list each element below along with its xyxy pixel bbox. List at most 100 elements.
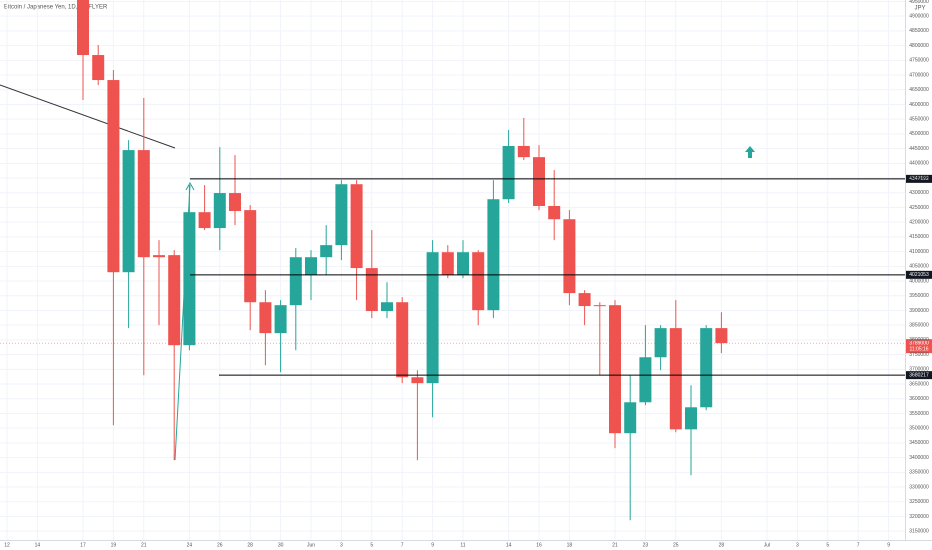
candle-body [593, 305, 606, 307]
candle-body [639, 357, 652, 403]
y-tick-label: 4650000 [909, 87, 929, 93]
candle-body [426, 252, 439, 384]
x-tick-label: 18 [567, 542, 573, 548]
x-tick-label: 25 [673, 542, 679, 548]
candle-body [700, 328, 713, 408]
candle-body [213, 193, 226, 229]
x-tick-label: 3 [340, 542, 343, 548]
x-tick-label: 11 [460, 542, 465, 548]
candle-body [259, 302, 272, 334]
level-tag [906, 174, 932, 183]
candle-body [229, 193, 241, 211]
y-tick-label: 3900000 [909, 308, 929, 314]
candle-body [548, 205, 561, 220]
candle-body [335, 184, 348, 246]
x-tick-label: 24 [187, 542, 193, 548]
currency-label: JPY [914, 6, 925, 12]
y-tick-label: 3650000 [909, 381, 929, 387]
y-tick-label: 3450000 [909, 440, 929, 446]
y-tick-label: 4500000 [909, 131, 929, 137]
x-tick-label: 28 [247, 542, 253, 548]
level-tag [906, 371, 932, 380]
y-tick-label: 3200000 [909, 514, 929, 520]
chart-title: Bitcoin / Japanese Yen, 1D, BITFLYER [4, 5, 108, 11]
candle-body [168, 255, 181, 346]
y-tick-label: 4700000 [909, 72, 929, 78]
candle-body [472, 252, 485, 311]
y-tick-label: 3250000 [909, 499, 929, 505]
level-label: 4347192 [909, 176, 929, 182]
y-tick-label: 3150000 [909, 528, 929, 534]
candle-body [578, 293, 591, 307]
x-tick-label: 21 [141, 542, 147, 548]
candle-body [533, 157, 545, 206]
candles [77, 0, 728, 521]
candle-body [320, 245, 333, 258]
y-tick-label: 4450000 [909, 146, 929, 152]
last-price-tag [906, 339, 932, 354]
x-tick-label: 9 [431, 542, 434, 548]
y-tick-label: 4750000 [909, 58, 929, 64]
candle-body [609, 305, 621, 434]
grid [0, 0, 905, 540]
candle-body [107, 80, 120, 273]
y-tick-label: 4950000 [909, 0, 929, 5]
y-tick-label: 4350000 [909, 175, 929, 181]
y-tick-label: 4800000 [909, 43, 929, 49]
x-tick-label: 30 [278, 542, 284, 548]
candle-body [305, 257, 317, 276]
candle-body [457, 252, 469, 276]
y-tick-label: 3550000 [909, 411, 929, 417]
candle-body [153, 255, 165, 258]
x-tick-label: 21 [612, 542, 618, 548]
y-tick-label: 3300000 [909, 484, 929, 490]
x-tick-label: 23 [643, 542, 649, 548]
candle-body [92, 55, 105, 81]
candle-body [624, 402, 637, 434]
y-tick-label: 3850000 [909, 323, 929, 329]
y-tick-label: 3700000 [909, 367, 929, 373]
candle-body [396, 302, 409, 378]
y-tick-label: 4150000 [909, 234, 929, 240]
candle-body [137, 150, 150, 258]
y-tick-label: 3800000 [909, 337, 929, 343]
y-tick-label: 3600000 [909, 396, 929, 402]
y-tick-label: 4400000 [909, 161, 929, 167]
candle-body [122, 150, 135, 273]
x-tick-label: 14 [35, 542, 41, 548]
x-tick-label: 28 [719, 542, 725, 548]
x-tick-label: 7 [401, 542, 404, 548]
candle-body [411, 377, 424, 384]
y-tick-label: 4300000 [909, 190, 929, 196]
y-tick-label: 4550000 [909, 117, 929, 123]
x-tick-label: 12 [4, 542, 10, 548]
x-tick-label: Jul [764, 542, 770, 548]
x-tick-label: 9 [887, 542, 890, 548]
y-tick-label: 4850000 [909, 28, 929, 34]
y-tick-label: 4200000 [909, 220, 929, 226]
candle-body [715, 328, 728, 344]
candle-body [441, 252, 454, 276]
up-arrow [745, 146, 755, 158]
candle-body [365, 268, 378, 312]
candle-body [381, 302, 393, 312]
level-label: 4021053 [909, 272, 929, 278]
trend-line [0, 84, 176, 149]
x-tick-label: 5 [826, 542, 829, 548]
x-tick-label: 5 [370, 542, 373, 548]
y-tick-label: 4250000 [909, 205, 929, 211]
y-tick-label: 4000000 [909, 278, 929, 284]
y-tick-label: 4900000 [909, 14, 929, 20]
candle-body [77, 0, 89, 56]
candle-body [274, 305, 287, 334]
y-tick-label: 4600000 [909, 102, 929, 108]
x-tick-label: 7 [857, 542, 860, 548]
countdown: 11:05:16 [909, 346, 928, 352]
x-tick-label: 16 [536, 542, 542, 548]
x-tick-label: 17 [80, 542, 86, 548]
y-tick-label: 3400000 [909, 455, 929, 461]
candle-body [487, 199, 500, 311]
x-tick-label: 14 [506, 542, 512, 548]
